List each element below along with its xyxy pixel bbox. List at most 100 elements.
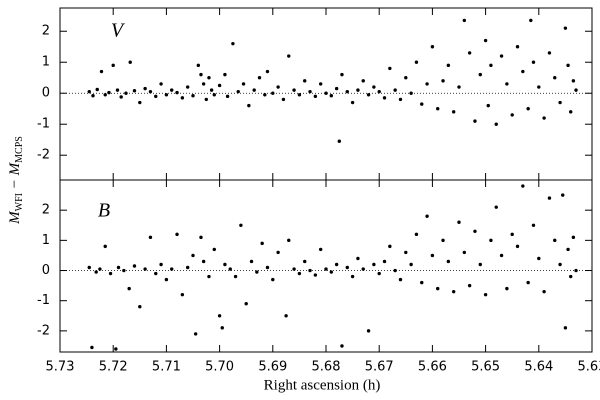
point <box>249 259 254 264</box>
point <box>473 229 477 233</box>
y-tick-label: 1 <box>42 233 50 248</box>
x-tick-label: 5.64 <box>524 360 553 375</box>
point <box>566 63 570 68</box>
point <box>111 63 115 68</box>
point <box>457 85 461 89</box>
point <box>90 345 94 350</box>
point <box>115 88 120 92</box>
point <box>127 286 131 291</box>
point <box>515 45 520 49</box>
point <box>303 79 307 83</box>
point <box>244 302 248 306</box>
point <box>505 286 509 291</box>
point <box>425 82 429 86</box>
point <box>563 326 568 330</box>
point <box>377 271 381 276</box>
point <box>303 259 307 264</box>
point <box>217 314 222 318</box>
point <box>563 26 568 30</box>
point <box>233 274 238 279</box>
point <box>265 265 270 270</box>
point <box>542 289 546 294</box>
point <box>404 76 408 80</box>
y-tick-label: 0 <box>42 263 50 278</box>
point <box>404 250 408 255</box>
point <box>334 262 339 267</box>
point <box>430 45 435 49</box>
x-tick-label: 5.72 <box>99 360 128 375</box>
point <box>220 326 224 330</box>
point <box>558 100 562 105</box>
y-tick-label: -1 <box>37 117 50 132</box>
point <box>420 280 424 285</box>
point <box>356 88 360 92</box>
y-tick-label: 1 <box>42 55 50 70</box>
point <box>441 79 445 83</box>
point <box>473 119 477 123</box>
point <box>382 259 387 264</box>
point <box>393 88 397 92</box>
point <box>201 82 206 86</box>
point <box>324 267 328 271</box>
point <box>207 274 211 279</box>
x-tick-label: 5.67 <box>365 360 394 375</box>
point <box>124 91 128 95</box>
point <box>223 262 227 267</box>
point <box>212 93 216 97</box>
point <box>103 244 107 249</box>
point <box>340 344 344 348</box>
point <box>271 91 275 95</box>
point <box>204 97 208 102</box>
point <box>308 268 312 273</box>
y-tick-label: -2 <box>37 323 50 338</box>
point <box>553 238 557 243</box>
point <box>201 259 206 264</box>
point <box>430 253 435 258</box>
point <box>366 329 371 333</box>
point <box>499 54 504 58</box>
point <box>574 268 578 273</box>
point <box>409 91 413 95</box>
point <box>505 82 509 86</box>
point <box>95 87 99 92</box>
point <box>94 270 98 274</box>
point <box>164 277 169 282</box>
point <box>154 94 158 99</box>
point <box>350 274 355 279</box>
point <box>159 82 163 86</box>
point <box>425 214 429 218</box>
point <box>521 184 525 188</box>
point <box>382 96 387 100</box>
point <box>483 292 488 297</box>
y-label-part: − M <box>7 161 23 193</box>
x-tick-label: 5.69 <box>258 360 287 375</box>
y-tick-label: -2 <box>37 148 50 163</box>
point <box>467 283 472 288</box>
x-tick-label: 5.71 <box>152 360 181 375</box>
point <box>451 110 456 114</box>
point <box>537 85 541 89</box>
point <box>574 88 578 92</box>
point <box>526 107 530 111</box>
point <box>569 110 573 114</box>
point <box>225 94 230 99</box>
panel-label: V <box>111 20 126 42</box>
point <box>361 267 365 271</box>
point <box>154 271 158 276</box>
point <box>287 54 291 58</box>
point <box>265 69 270 74</box>
point <box>510 113 514 117</box>
point <box>297 93 302 97</box>
point <box>159 262 163 267</box>
point <box>366 93 371 97</box>
point <box>489 238 493 243</box>
point <box>132 264 137 268</box>
point <box>87 265 91 270</box>
point <box>175 232 179 237</box>
point <box>340 72 344 77</box>
point <box>451 289 456 294</box>
point <box>263 93 267 97</box>
point <box>478 262 482 267</box>
point <box>329 94 334 98</box>
point <box>313 273 318 277</box>
